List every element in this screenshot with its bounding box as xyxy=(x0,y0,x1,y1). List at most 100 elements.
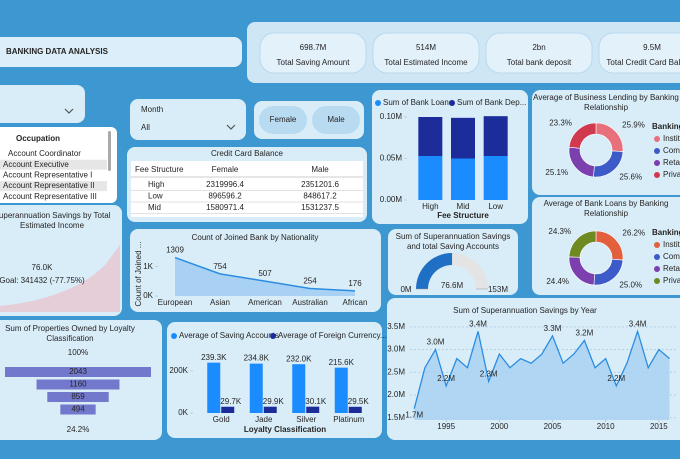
bar xyxy=(306,406,320,413)
legend-marker xyxy=(654,254,660,260)
y-tick-label: 2.0M xyxy=(387,390,405,399)
y-tick-label: 0.10M xyxy=(380,112,403,121)
legend-label: Sum of Bank Dep... xyxy=(457,98,526,107)
data-label: 1160 xyxy=(69,380,87,389)
x-tick-label: Australian xyxy=(292,298,328,307)
x-tick-label: 2000 xyxy=(490,422,508,431)
table-cell: Low xyxy=(148,192,163,201)
x-tick-label: Mid xyxy=(457,202,470,211)
data-label: 2.3M xyxy=(480,369,498,378)
data-label: 1309 xyxy=(166,246,184,255)
card-value: 76.0K xyxy=(32,263,54,272)
data-label: 29.9K xyxy=(263,397,285,406)
data-label: 29.5K xyxy=(348,397,370,406)
data-label: 26.2% xyxy=(622,229,645,238)
data-label: 2.2M xyxy=(437,374,455,383)
y-tick-label: 0.05M xyxy=(380,154,403,163)
y-tick-label: 3.5M xyxy=(387,322,405,331)
data-label: 3.3M xyxy=(544,324,562,333)
legend-marker xyxy=(654,136,660,142)
legend-label: Average of Saving Accounts xyxy=(179,331,279,340)
bar xyxy=(249,363,263,413)
legend-label: Institutional xyxy=(663,240,680,249)
chart-title: Sum of Superannuation Savings by Year xyxy=(453,306,597,315)
x-tick-label: African xyxy=(343,298,368,307)
bar-segment xyxy=(483,116,508,157)
data-label: 3.2M xyxy=(576,329,594,338)
chart-title: Relationship xyxy=(584,103,629,112)
donut-slice xyxy=(568,230,597,258)
legend-label: Average of Foreign Currency... xyxy=(278,331,387,340)
data-label: 859 xyxy=(71,392,85,401)
data-label: 25.6% xyxy=(619,172,642,181)
occupation-item: Account Representative I xyxy=(3,171,92,180)
chart-title: Sum of Properties Owned by Loyalty xyxy=(5,324,135,333)
data-label: 29.7K xyxy=(220,397,242,406)
data-label: 239.3K xyxy=(201,353,227,362)
legend-marker xyxy=(654,148,660,154)
y-tick-label: 200K xyxy=(169,366,188,375)
funnel-bar xyxy=(36,379,120,390)
area-line xyxy=(174,256,356,292)
kpi-value: 698.7M xyxy=(300,43,327,52)
trend-area xyxy=(0,245,120,312)
chart-title: Average of Business Lending by Banking xyxy=(533,93,679,102)
area-fill xyxy=(414,331,670,420)
table-cell: 896596.2 xyxy=(208,192,242,201)
legend-marker xyxy=(654,160,660,166)
gauge-value xyxy=(416,253,453,289)
x-axis-title: Loyalty Classification xyxy=(244,425,326,434)
data-label: 215.6K xyxy=(329,358,355,367)
kpi-card xyxy=(598,32,680,74)
table-cell: 1580971.4 xyxy=(206,203,244,212)
row-shade xyxy=(0,159,107,170)
bar xyxy=(334,367,348,413)
chevron xyxy=(64,108,74,114)
legend-marker xyxy=(654,172,660,178)
panel xyxy=(130,99,246,140)
data-label: 234.8K xyxy=(244,354,270,363)
bar-segment xyxy=(418,156,443,200)
legend-marker xyxy=(654,278,660,284)
y-tick-label: 2.5M xyxy=(387,367,405,376)
funnel-bar xyxy=(5,367,151,377)
chevron xyxy=(226,124,236,130)
occupation-item: Account Representative III xyxy=(3,192,97,201)
chart-title: Count of Joined Bank by Nationality xyxy=(192,233,319,242)
gender-button[interactable] xyxy=(312,106,360,134)
data-label: 24.3% xyxy=(548,227,571,236)
occupation-item: Account Executive xyxy=(3,160,69,169)
funnel-bottom-label: 24.2% xyxy=(67,425,90,434)
legend-label: Commercial xyxy=(663,146,680,155)
funnel-bar xyxy=(47,392,109,402)
gender-label: Female xyxy=(270,115,297,124)
kpi-label: Total Credit Card Balance xyxy=(606,58,680,67)
legend-marker xyxy=(654,266,660,272)
row-shade xyxy=(0,181,107,192)
table-header: Female xyxy=(212,165,239,174)
x-tick-label: 2015 xyxy=(650,422,668,431)
data-label: 23.3% xyxy=(549,118,572,127)
legend-label: Private xyxy=(663,170,680,179)
table-cell: 848617.2 xyxy=(303,192,337,201)
legend-title: Banking Relationship xyxy=(652,228,680,237)
x-tick-label: Silver xyxy=(296,415,316,424)
legend-label: Sum of Bank Loans xyxy=(383,98,453,107)
panel xyxy=(0,37,242,67)
card-goal: Goal: 341432 (-77.75%) xyxy=(0,276,85,285)
legend-label: Retail xyxy=(663,158,680,167)
panel xyxy=(167,322,382,438)
data-label: 30.1K xyxy=(305,397,327,406)
kpi-card xyxy=(372,32,480,74)
occupation-item: Account Representative II xyxy=(3,181,95,190)
gauge-range-label: 153M xyxy=(488,285,508,294)
y-tick-label: 0K xyxy=(178,408,188,417)
gender-button[interactable] xyxy=(259,106,307,134)
legend-marker xyxy=(171,333,177,339)
data-label: 2043 xyxy=(69,367,87,376)
area-fill xyxy=(175,257,355,296)
bar-segment xyxy=(418,117,443,157)
occupation-title: Occupation xyxy=(16,134,60,143)
bar-segment xyxy=(451,117,475,159)
table-cell: High xyxy=(148,180,164,189)
